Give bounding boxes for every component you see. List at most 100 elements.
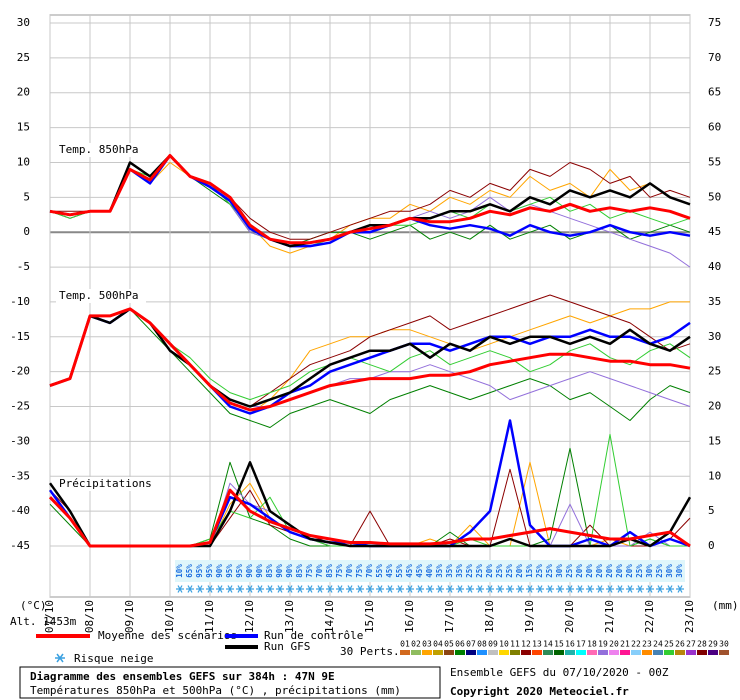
member-label: 24 bbox=[653, 640, 663, 649]
member-swatch bbox=[422, 650, 432, 655]
y2-tick-label: 15 bbox=[708, 434, 721, 447]
snow-icon-stroke bbox=[287, 585, 293, 593]
member-swatch bbox=[521, 650, 531, 655]
y2-tick-label: 0 bbox=[708, 539, 715, 552]
snow-icon bbox=[326, 585, 334, 593]
snow-icon bbox=[586, 585, 594, 593]
member-swatch bbox=[697, 650, 707, 655]
x-tick-label: 20/10 bbox=[563, 600, 576, 633]
snow-icon-stroke bbox=[307, 585, 313, 593]
chart-subtitle: Températures 850hPa et 500hPa (°C) , pré… bbox=[30, 684, 401, 697]
snow-risk-label: 25% bbox=[505, 564, 514, 578]
snow-icon bbox=[246, 585, 254, 593]
y-tick-label: 25 bbox=[17, 51, 30, 64]
member-label: 05 bbox=[444, 640, 454, 649]
snow-icon-stroke bbox=[567, 585, 573, 593]
chart-title: Diagramme des ensembles GEFS sur 384h : … bbox=[30, 670, 335, 683]
snow-icon-stroke bbox=[457, 585, 463, 593]
member-swatch bbox=[587, 650, 597, 655]
snow-risk-label: 95% bbox=[235, 564, 244, 578]
snow-risk-label: 70% bbox=[345, 564, 354, 578]
y2-tick-label: 65 bbox=[708, 86, 721, 99]
member-label: 06 bbox=[455, 640, 465, 649]
snow-risk-label: 95% bbox=[225, 564, 234, 578]
x-tick-label: 11/10 bbox=[203, 600, 216, 633]
snow-icon bbox=[676, 585, 684, 593]
member-label: 29 bbox=[708, 640, 718, 649]
member-swatch bbox=[686, 650, 696, 655]
member-label: 17 bbox=[576, 640, 586, 649]
member-swatch bbox=[455, 650, 465, 655]
snow-icon bbox=[316, 585, 324, 593]
members-label: 30 Perts. bbox=[340, 645, 400, 658]
snow-icon bbox=[626, 585, 634, 593]
snow-icon bbox=[516, 585, 524, 593]
x-tick-label: 22/10 bbox=[643, 600, 656, 633]
snow-icon bbox=[406, 585, 414, 593]
y2-tick-label: 10 bbox=[708, 469, 721, 482]
legend-label: Run GFS bbox=[264, 640, 310, 653]
snow-icon bbox=[436, 585, 444, 593]
y2-tick-label: 60 bbox=[708, 121, 721, 134]
snow-icon-stroke bbox=[317, 585, 323, 593]
y-tick-label: 15 bbox=[17, 121, 30, 134]
snow-risk-label: 20% bbox=[605, 564, 614, 578]
member-swatch bbox=[664, 650, 674, 655]
snow-icon bbox=[206, 585, 214, 593]
x-tick-label: 09/10 bbox=[123, 600, 136, 633]
snow-icon bbox=[476, 585, 484, 593]
member-label: 10 bbox=[499, 640, 509, 649]
member-label: 12 bbox=[521, 640, 531, 649]
snow-icon bbox=[536, 585, 544, 593]
panel-label-bg bbox=[56, 477, 160, 491]
member-label: 02 bbox=[411, 640, 421, 649]
member-swatch bbox=[488, 650, 498, 655]
snow-icon bbox=[226, 585, 234, 593]
member-swatch bbox=[565, 650, 575, 655]
y-tick-label: 20 bbox=[17, 86, 30, 99]
snow-icon-stroke bbox=[557, 585, 563, 593]
member-label: 19 bbox=[598, 640, 608, 649]
snow-icon bbox=[566, 585, 574, 593]
y-tick-label: 10 bbox=[17, 155, 30, 168]
x-tick-label: 17/10 bbox=[443, 600, 456, 633]
snow-icon-stroke bbox=[177, 585, 183, 593]
snow-icon bbox=[346, 585, 354, 593]
snow-icon-stroke bbox=[297, 585, 303, 593]
x-tick-label: 16/10 bbox=[403, 600, 416, 633]
y-tick-label: 5 bbox=[23, 190, 30, 203]
snow-icon-stroke bbox=[397, 585, 403, 593]
snow-risk-label: 90% bbox=[285, 564, 294, 578]
snow-risk-label: 45% bbox=[415, 564, 424, 578]
member-swatch bbox=[719, 650, 729, 655]
panel-label-bg bbox=[56, 143, 146, 157]
snow-icon bbox=[376, 585, 384, 593]
y2-tick-label: 5 bbox=[708, 504, 715, 517]
snow-icon bbox=[656, 585, 664, 593]
member-label: 11 bbox=[510, 640, 520, 649]
snow-icon-stroke bbox=[207, 585, 213, 593]
member-label: 20 bbox=[609, 640, 619, 649]
snow-icon bbox=[556, 585, 564, 593]
snow-icon-stroke bbox=[267, 585, 273, 593]
member-label: 01 bbox=[400, 640, 410, 649]
y2-tick-label: 55 bbox=[708, 155, 721, 168]
snow-icon bbox=[306, 585, 314, 593]
y-tick-label: -35 bbox=[10, 469, 30, 482]
y2-tick-label: 30 bbox=[708, 330, 721, 343]
snow-icon-stroke bbox=[507, 585, 513, 593]
snow-risk-label: 85% bbox=[325, 564, 334, 578]
snow-icon bbox=[186, 585, 194, 593]
snow-risk-label: 10% bbox=[175, 564, 184, 578]
snow-icon bbox=[386, 585, 394, 593]
y2-tick-label: 45 bbox=[708, 225, 721, 238]
snow-icon bbox=[576, 585, 584, 593]
snow-icon bbox=[416, 585, 424, 593]
member-swatch bbox=[477, 650, 487, 655]
y-tick-label: 30 bbox=[17, 16, 30, 29]
y2-tick-label: 70 bbox=[708, 51, 721, 64]
member-swatch bbox=[675, 650, 685, 655]
x-tick-label: 21/10 bbox=[603, 600, 616, 633]
member-swatch bbox=[598, 650, 608, 655]
member-swatch bbox=[631, 650, 641, 655]
